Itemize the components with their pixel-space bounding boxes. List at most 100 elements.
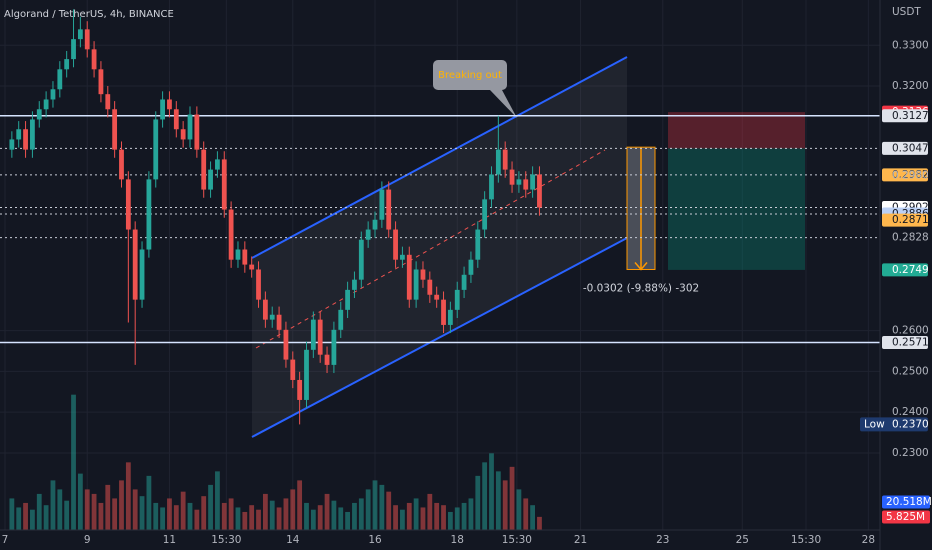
volume-bar [77,473,83,530]
volume-bar [228,498,234,530]
candle-body [256,269,261,300]
volume-bar [345,511,350,530]
volume-tag [882,510,930,524]
candle-body [228,209,234,260]
candle-body [523,179,529,190]
candle-body [242,249,248,265]
candle-body [71,39,76,60]
candle-body [358,239,364,280]
price-tag-label: 0.3047 [892,142,929,154]
candle-body [77,29,83,40]
candle-body [324,354,330,365]
volume-bar [482,462,488,530]
volume-bar [393,505,398,530]
volume-bar [71,394,76,530]
volume-bar [475,475,481,530]
volume-tag [882,495,930,509]
volume-bar [489,453,494,530]
candle-body [57,69,63,90]
volume-bar [146,475,152,530]
candle-body [160,99,165,120]
volume-bar [420,507,426,530]
price-tag [882,141,928,155]
low-tag-label: 0.2370 [892,418,929,430]
price-tag-label: 0.2749 [892,264,929,276]
candle-body [393,229,398,260]
volume-bar [358,498,364,530]
volume-bar [16,507,22,530]
volume-bar [461,502,467,530]
x-tick-label: 9 [84,534,91,546]
price-tag [882,263,928,277]
volume-bar [9,498,15,530]
volume-bar [304,502,309,530]
volume-bar [379,484,385,530]
candle-body [468,259,474,275]
volume-bar [386,491,392,530]
candle-body [283,329,289,360]
candle-body [9,139,15,150]
volume-bar [310,509,316,530]
volume-bar [221,502,227,530]
x-tick-label: 15:30 [211,534,241,546]
candle-body [516,179,522,185]
candle-body [167,99,172,110]
candle-body [406,254,412,300]
volume-bar [235,507,241,530]
candle-body [331,329,337,365]
volume-bar [30,509,35,530]
measure-arrowhead [634,261,648,271]
volume-tag-label: 5.825M [886,511,925,523]
candle-body [345,289,350,310]
volume-bar [105,484,111,530]
volume-bar [208,484,213,530]
candle-body [50,89,56,100]
price-tag [882,109,928,123]
volume-bar [50,480,56,530]
candle-body [30,119,35,150]
measure-label: -0.0302 (-9.88%) -302 [583,282,699,294]
volume-bar [36,493,42,530]
x-tick-label: 14 [286,534,300,546]
volume-bar [43,505,49,530]
candle-body [372,219,378,230]
volume-bar [283,498,289,530]
candle-body [482,199,488,230]
candle-body [215,159,220,170]
candle-body [304,349,309,400]
price-tag-label: 0.2828 [892,232,929,244]
volume-bar [125,462,131,530]
volume-bar [317,505,323,530]
volume-bar [153,502,159,530]
low-tag [860,417,928,432]
candle-body [352,279,357,290]
volume-bar [441,505,446,530]
candle-body [379,189,385,220]
price-tag-label: 0.2871 [892,214,929,226]
candle-body [276,314,282,330]
channel-bottom [251,237,628,438]
x-tick-label: 15:30 [502,534,532,546]
volume-bar [194,509,200,530]
channel-mid [255,149,606,349]
x-tick-label: 25 [736,534,749,546]
callout-box [433,60,507,90]
price-tag [882,335,928,349]
candle-body [400,254,405,260]
y-tick-label: 0.2600 [892,325,929,337]
candle-body [386,189,392,230]
candle-body [297,379,303,400]
volume-bar [447,511,453,530]
volume-bar [132,489,138,530]
candle-body [201,149,207,190]
volume-bar [276,507,282,530]
candle-body [98,69,104,95]
candle-body [509,169,515,185]
volume-bar [167,498,172,530]
volume-bar [269,500,275,530]
volume-bar [509,466,515,530]
volume-bar [57,489,63,530]
volume-bar [98,502,104,530]
candle-body [194,114,200,150]
